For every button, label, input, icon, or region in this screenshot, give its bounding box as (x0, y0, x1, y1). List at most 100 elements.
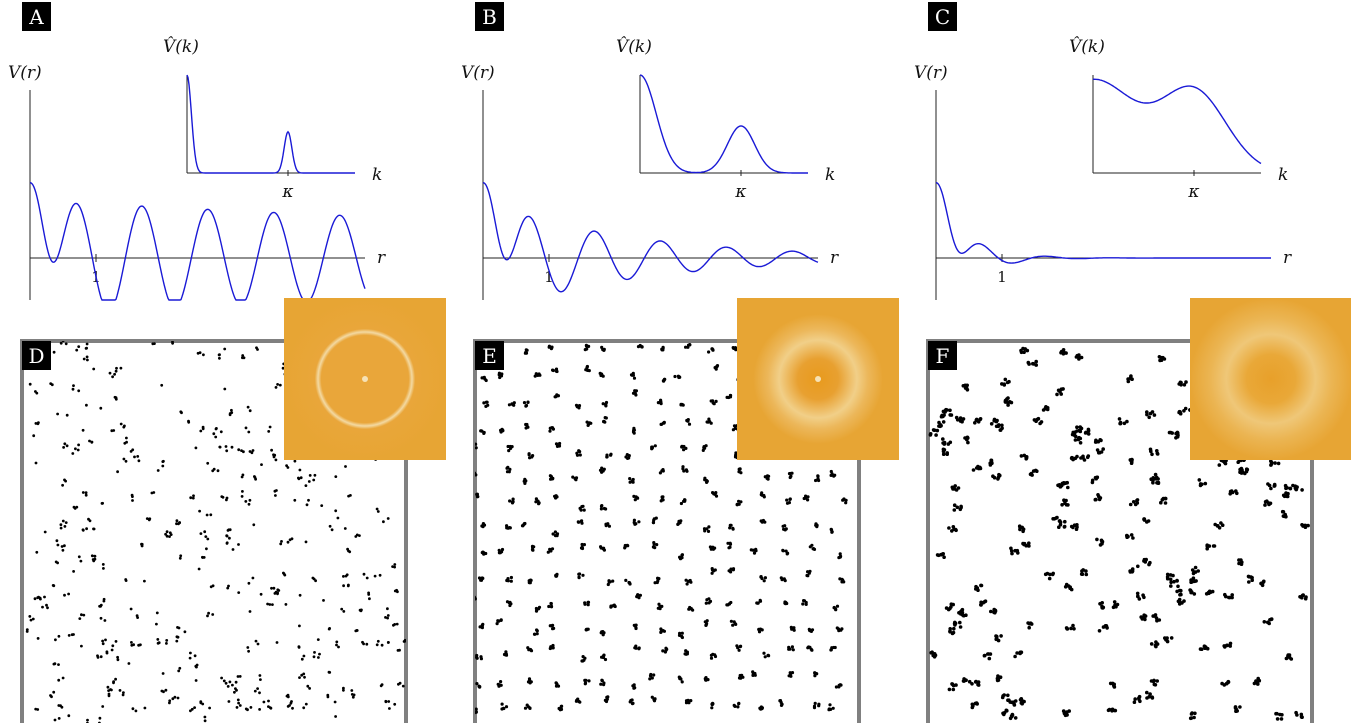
particle (1117, 417, 1122, 421)
particle (714, 399, 718, 403)
particle (1306, 523, 1310, 528)
particle (237, 543, 240, 546)
inset-center-dot (362, 376, 368, 382)
particle (481, 524, 485, 528)
particle (1148, 560, 1152, 565)
particle (104, 638, 107, 642)
particle (842, 580, 846, 584)
particle (600, 679, 604, 683)
particle (504, 705, 509, 709)
particle (946, 607, 951, 612)
particle (307, 498, 310, 502)
particle (77, 345, 81, 348)
panel-label-A: A (28, 5, 44, 29)
particle (1112, 684, 1116, 688)
particle (549, 645, 553, 649)
particle (703, 476, 707, 480)
particle (1230, 593, 1234, 597)
particle (137, 459, 141, 463)
particle (965, 383, 969, 388)
particle (119, 366, 123, 370)
particle (302, 672, 306, 676)
particle (207, 611, 211, 615)
particle (214, 427, 218, 431)
particle (57, 717, 61, 720)
particle (342, 688, 345, 692)
particle (578, 572, 582, 576)
particle (475, 446, 478, 450)
particle (247, 430, 251, 434)
particle (995, 678, 1000, 683)
particle (235, 688, 238, 692)
particle (535, 632, 539, 636)
particle (1249, 575, 1253, 579)
particle (967, 679, 972, 684)
particle (737, 676, 742, 680)
particle (582, 508, 586, 512)
particle (577, 449, 581, 453)
particle (685, 469, 689, 473)
particle (728, 526, 732, 530)
particle (555, 682, 559, 686)
particle (114, 640, 118, 643)
particle (116, 658, 120, 662)
particle (994, 419, 999, 424)
particle (86, 358, 89, 362)
particle (1027, 362, 1031, 366)
particle (760, 491, 764, 495)
particle (270, 586, 273, 590)
particle (1000, 426, 1004, 431)
particle (201, 425, 205, 429)
particle (624, 455, 628, 459)
potential-curve (935, 181, 1271, 264)
k-label: k (825, 165, 835, 185)
particle (623, 545, 627, 549)
particle (313, 473, 317, 477)
particle (230, 445, 234, 449)
particle (247, 502, 251, 506)
particle (763, 576, 768, 580)
particle (105, 651, 109, 655)
particle (633, 624, 637, 628)
particle (220, 676, 224, 680)
potential-curve (29, 181, 366, 301)
particle (956, 486, 961, 490)
particle (143, 706, 147, 710)
particle (678, 676, 682, 680)
particle (974, 701, 979, 705)
particle (940, 413, 944, 418)
particle (1227, 595, 1232, 600)
particle (651, 521, 656, 525)
particle (298, 676, 301, 679)
particle (173, 695, 177, 699)
particle (1179, 588, 1183, 593)
particle (335, 640, 339, 644)
particle (1142, 517, 1147, 521)
particle (216, 469, 220, 473)
r-tick-label: 1 (997, 268, 1007, 286)
particle (960, 419, 964, 424)
particle (601, 547, 605, 551)
particle (811, 547, 816, 551)
particle (1125, 533, 1129, 538)
particle (382, 520, 385, 524)
particle (548, 474, 553, 478)
particle (1160, 498, 1165, 502)
particle (1075, 353, 1080, 358)
particle (1069, 524, 1074, 529)
particle (75, 505, 79, 509)
particle (475, 707, 478, 711)
particle (107, 692, 111, 696)
fourier-curve (1092, 78, 1262, 165)
particle (632, 683, 636, 687)
particle (45, 603, 48, 607)
particle (237, 448, 241, 452)
particle (555, 369, 559, 374)
particle (948, 408, 952, 413)
particle (587, 369, 591, 373)
particle (1096, 450, 1101, 455)
particle (1129, 461, 1134, 466)
particle (1193, 565, 1198, 570)
panel-label-B: B (482, 5, 497, 29)
particle (809, 629, 814, 634)
